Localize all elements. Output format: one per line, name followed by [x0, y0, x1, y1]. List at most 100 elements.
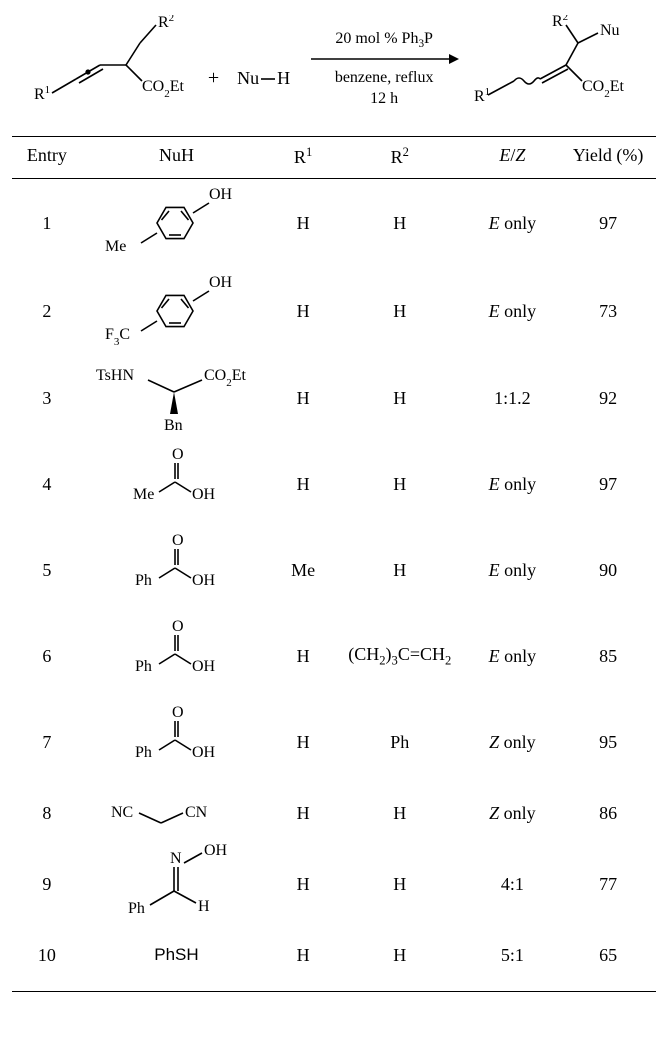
cell-nuh: TsHN CO2Et Bn — [82, 358, 271, 438]
structure-phco2h: Ph — [111, 619, 241, 693]
cell-nuh: Ph — [82, 619, 271, 693]
structure-p-phenol: OH F3C — [91, 267, 261, 355]
cell-entry: 7 — [12, 732, 82, 753]
cell-yield: 73 — [560, 301, 656, 322]
cell-nuh: Ph — [82, 533, 271, 607]
cell-nuh: Me — [82, 447, 271, 521]
structure-p-phenol: OH Me — [91, 179, 261, 267]
svg-text:R1: R1 — [474, 86, 490, 105]
svg-text:CN: CN — [185, 804, 208, 821]
table-row: 2 OH F3C H H E only 73 — [12, 267, 656, 355]
nucleophile-nuh: NuH — [233, 68, 294, 89]
conditions-top: 20 mol % Ph3P — [335, 30, 433, 50]
svg-text:CO2Et: CO2Et — [204, 367, 247, 389]
cell-r2: H — [335, 874, 465, 895]
structure-phco2h: Ph — [111, 705, 241, 779]
structure-phsh: PhSH — [154, 945, 198, 965]
cell-r1: H — [271, 474, 335, 495]
cell-r1: Me — [271, 560, 335, 581]
th-r2: R2 — [335, 145, 465, 168]
cell-yield: 86 — [560, 803, 656, 824]
cell-r1: H — [271, 388, 335, 409]
cell-ez: E only — [465, 474, 561, 495]
cell-entry: 5 — [12, 560, 82, 581]
svg-text:OH: OH — [204, 842, 228, 859]
cell-nuh: OH F3C — [82, 267, 271, 355]
cell-entry: 4 — [12, 474, 82, 495]
svg-text:TsHN: TsHN — [96, 367, 134, 384]
cell-r1: H — [271, 945, 335, 966]
cell-yield: 92 — [560, 388, 656, 409]
svg-text:Ph: Ph — [128, 900, 145, 917]
cell-ez: Z only — [465, 803, 561, 824]
cell-r1: H — [271, 732, 335, 753]
cell-nuh: OH Me — [82, 179, 271, 267]
cell-r1: H — [271, 301, 335, 322]
table-row: 5 Ph Me H E only 90 — [12, 527, 656, 613]
cell-nuh: Ph — [82, 705, 271, 779]
cell-r1: H — [271, 803, 335, 824]
structure-phco2h: Ph — [111, 533, 241, 607]
substrate-structure: R1 R2 CO2Et — [34, 15, 194, 125]
cell-ez: Z only — [465, 732, 561, 753]
svg-text:H: H — [198, 898, 210, 915]
cell-r2: (CH2)3C=CH2 — [335, 644, 465, 669]
plus-sign: + — [204, 67, 223, 90]
table-row: 1 OH Me H H E only 97 — [12, 179, 656, 267]
structure-acoh: Me — [111, 447, 241, 521]
structure-malononitrile: NC CN — [101, 793, 251, 833]
cell-r1: H — [271, 874, 335, 895]
cell-nuh: NC CN — [82, 793, 271, 833]
svg-text:Ph: Ph — [135, 658, 152, 675]
cell-r2: H — [335, 474, 465, 495]
table-row: 6 Ph H (CH2)3C=CH2 E only 85 — [12, 613, 656, 699]
table-body: 1 OH Me H H E only 97 2 OH F3C H H E onl… — [12, 179, 656, 983]
structure-oxime: N OH Ph H — [106, 841, 246, 927]
cell-yield: 97 — [560, 213, 656, 234]
product-structure: R1 R2 Nu CO2Et — [474, 15, 634, 125]
table-row: 3 TsHN CO2Et Bn H H 1:1.2 92 — [12, 355, 656, 441]
th-r1: R1 — [271, 145, 335, 168]
cell-entry: 3 — [12, 388, 82, 409]
table-row: 8 NC CN H H Z only 86 — [12, 785, 656, 841]
svg-text:CO2Et: CO2Et — [582, 78, 625, 100]
cell-nuh: PhSH — [82, 945, 271, 965]
table-row: 10 PhSH H H 5:1 65 — [12, 927, 656, 983]
cell-r2: Ph — [335, 732, 465, 753]
page: R1 R2 CO2Et + NuH 20 mol % Ph3P benzene,… — [0, 0, 668, 1012]
table-row: 7 Ph H Ph Z only 95 — [12, 699, 656, 785]
cell-r2: H — [335, 945, 465, 966]
svg-text:OH: OH — [209, 186, 233, 203]
cell-nuh: N OH Ph H — [82, 841, 271, 927]
svg-text:OH: OH — [209, 274, 233, 291]
table-header: Entry NuH R1 R2 E/Z Yield (%) — [12, 137, 656, 179]
cell-ez: 1:1.2 — [465, 388, 561, 409]
table-bottom-rule — [12, 991, 656, 992]
cell-yield: 90 — [560, 560, 656, 581]
svg-text:F3C: F3C — [105, 326, 130, 348]
cell-yield: 65 — [560, 945, 656, 966]
cell-r2: H — [335, 803, 465, 824]
cell-r2: H — [335, 388, 465, 409]
svg-text:Me: Me — [133, 486, 154, 503]
svg-text:Nu: Nu — [600, 22, 620, 39]
structure-ts-amino: TsHN CO2Et Bn — [86, 358, 266, 438]
th-yield: Yield (%) — [560, 145, 656, 168]
cell-entry: 2 — [12, 301, 82, 322]
cell-ez: 4:1 — [465, 874, 561, 895]
svg-text:Me: Me — [105, 238, 126, 255]
svg-text:R2: R2 — [552, 15, 568, 30]
cell-r2: H — [335, 560, 465, 581]
cell-entry: 10 — [12, 945, 82, 966]
cell-entry: 1 — [12, 213, 82, 234]
cell-entry: 8 — [12, 803, 82, 824]
th-entry: Entry — [12, 145, 82, 168]
svg-text:R2: R2 — [158, 15, 174, 31]
svg-text:Ph: Ph — [135, 572, 152, 589]
cell-ez: E only — [465, 646, 561, 667]
svg-text:Ph: Ph — [135, 744, 152, 761]
svg-text:CO2Et: CO2Et — [142, 78, 185, 100]
cell-r2: H — [335, 213, 465, 234]
conditions-bottom: benzene, reflux 12 h — [335, 68, 434, 110]
cell-yield: 97 — [560, 474, 656, 495]
